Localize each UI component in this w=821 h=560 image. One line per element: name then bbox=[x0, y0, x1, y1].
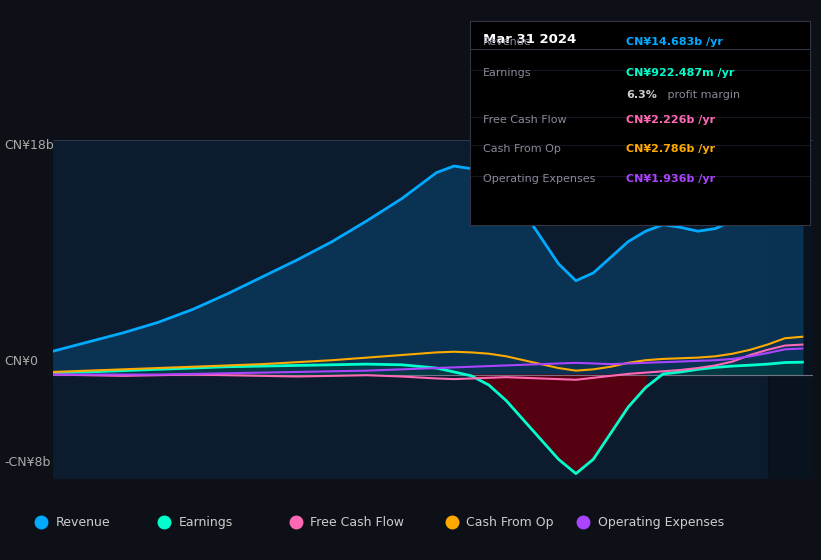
Text: Revenue: Revenue bbox=[56, 516, 111, 529]
Text: CN¥1.936b /yr: CN¥1.936b /yr bbox=[626, 174, 715, 184]
Text: Revenue: Revenue bbox=[484, 38, 532, 47]
Text: CN¥0: CN¥0 bbox=[4, 354, 38, 368]
Text: CN¥14.683b /yr: CN¥14.683b /yr bbox=[626, 38, 723, 47]
Text: Operating Expenses: Operating Expenses bbox=[598, 516, 724, 529]
Text: Mar 31 2024: Mar 31 2024 bbox=[484, 33, 576, 46]
Text: Free Cash Flow: Free Cash Flow bbox=[484, 115, 566, 125]
Text: Cash From Op: Cash From Op bbox=[484, 143, 561, 153]
Text: CN¥18b: CN¥18b bbox=[4, 139, 54, 152]
Text: CN¥2.226b /yr: CN¥2.226b /yr bbox=[626, 115, 715, 125]
Text: Earnings: Earnings bbox=[179, 516, 233, 529]
Bar bbox=[768, 140, 813, 479]
Text: profit margin: profit margin bbox=[664, 90, 740, 100]
Text: CN¥2.786b /yr: CN¥2.786b /yr bbox=[626, 143, 715, 153]
Text: Operating Expenses: Operating Expenses bbox=[484, 174, 595, 184]
Text: CN¥922.487m /yr: CN¥922.487m /yr bbox=[626, 68, 735, 78]
Text: -CN¥8b: -CN¥8b bbox=[4, 455, 50, 469]
Text: Cash From Op: Cash From Op bbox=[466, 516, 554, 529]
Text: Earnings: Earnings bbox=[484, 68, 532, 78]
Text: 6.3%: 6.3% bbox=[626, 90, 658, 100]
Text: Free Cash Flow: Free Cash Flow bbox=[310, 516, 404, 529]
